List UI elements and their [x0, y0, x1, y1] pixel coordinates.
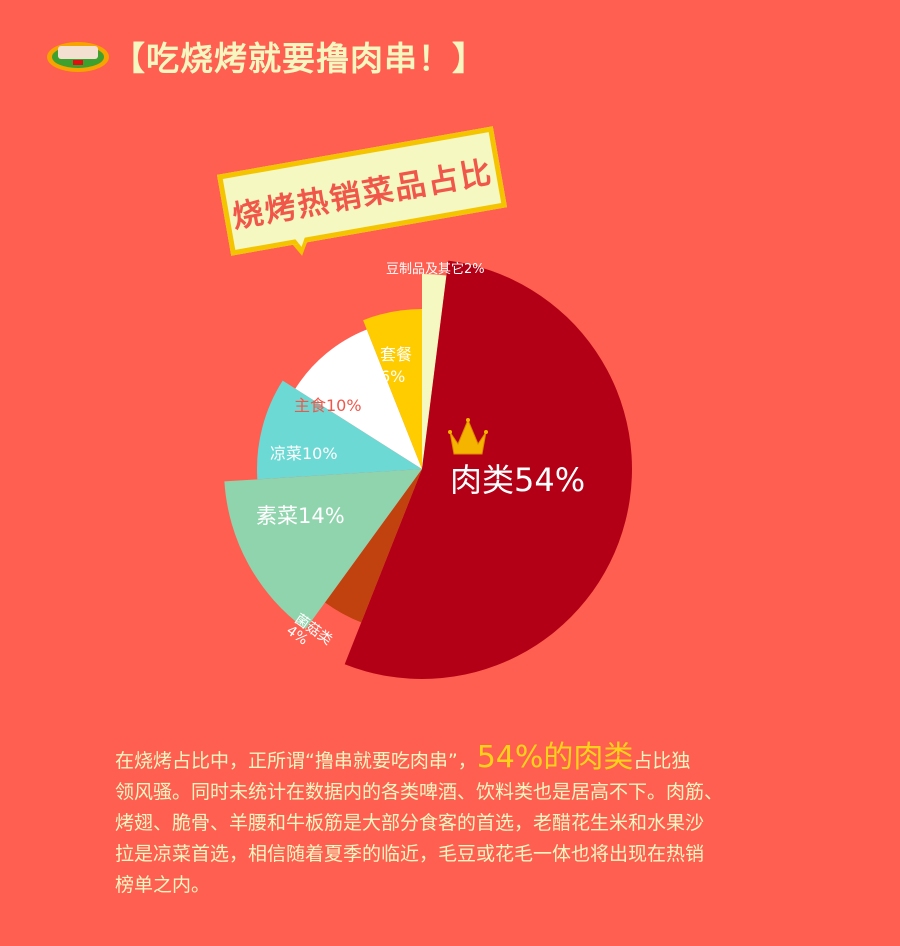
description-paragraph: 在烧烤占比中，正所谓“撸串就要吃肉串”，54%的肉类占比独 领风骚。同时未统计在…: [115, 742, 805, 901]
pie-slice-set-meal: [363, 309, 422, 469]
paragraph-line-2: 领风骚。同时未统计在数据内的各类啤酒、饮料类也是居高不下。肉筋、: [115, 781, 724, 803]
pie-slice-cold-dish: [257, 380, 422, 480]
label-cold-dish: 凉菜10%: [270, 444, 338, 463]
label-set-meal: 套餐 6%: [380, 344, 412, 388]
pie-chart: [224, 260, 633, 679]
paragraph-line-4: 拉是凉菜首选，相信随着夏季的临近，毛豆或花毛一体也将出现在热销: [115, 843, 705, 865]
pie-slice-staple: [295, 329, 422, 469]
pie-slice-vegetable: [224, 469, 422, 630]
crown-icon: [448, 418, 488, 460]
label-set-meal-name: 套餐: [380, 345, 413, 364]
label-meat: 肉类54%: [450, 461, 586, 499]
paragraph-text: 在烧烤占比中，正所谓“撸串就要吃肉串”，: [115, 750, 477, 772]
paragraph-line-5: 榜单之内。: [115, 874, 211, 896]
paragraph-text: 占比独: [633, 750, 691, 772]
page-title: 【吃烧烤就要撸肉串！】: [112, 39, 486, 78]
pie-slice-mushroom: [325, 469, 422, 623]
pie-slice-soy: [422, 274, 447, 469]
pie-slice-meat: [344, 260, 633, 679]
paragraph-highlight: 54%的肉类: [476, 740, 634, 775]
label-soy: 豆制品及其它2%: [386, 262, 485, 277]
paragraph-line-3: 烤翅、脆骨、羊腰和牛板筋是大部分食客的首选，老醋花生米和水果沙: [115, 812, 705, 834]
paragraph-line-1: 在烧烤占比中，正所谓“撸串就要吃肉串”，54%的肉类占比独: [115, 742, 805, 777]
bbq-plate-icon: [46, 38, 110, 74]
label-staple: 主食10%: [294, 396, 362, 415]
header: 【吃烧烤就要撸肉串！】: [46, 36, 486, 78]
label-set-meal-value: 6%: [380, 367, 406, 386]
label-vegetable: 素菜14%: [256, 504, 345, 528]
